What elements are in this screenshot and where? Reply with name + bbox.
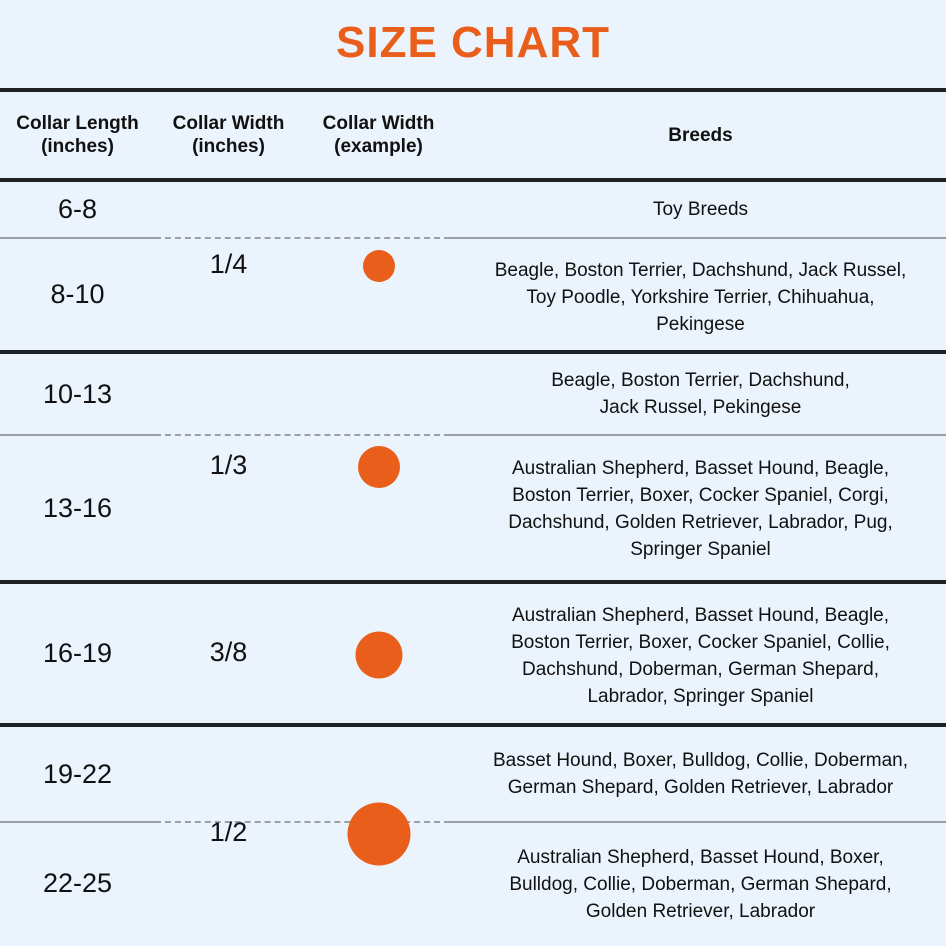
row-divider [155, 237, 450, 239]
divider [0, 723, 946, 727]
breeds-cell: Beagle, Boston Terrier, Dachshund, Jack … [551, 370, 850, 418]
header-collar-width: Collar Width (inches) [172, 113, 285, 157]
width-example-circle [355, 631, 403, 679]
divider [0, 88, 946, 92]
row-divider [0, 434, 155, 436]
breeds-cell: Australian Shepherd, Basset Hound, Beagl… [511, 604, 890, 707]
row-divider [450, 821, 946, 823]
row-divider [0, 821, 155, 823]
breeds-cell: Toy Breeds [652, 199, 749, 220]
breeds-cell: Beagle, Boston Terrier, Dachshund, Jack … [494, 259, 907, 335]
header-collar-width-example: Collar Width (example) [322, 113, 435, 157]
breeds-cell: Basset Hound, Boxer, Bulldog, Collie, Do… [492, 750, 909, 798]
width-cell: 1/4 [209, 248, 248, 279]
divider [0, 580, 946, 584]
length-cell: 19-22 [42, 758, 113, 789]
row-divider [155, 434, 450, 436]
header-collar-length: Collar Length (inches) [16, 113, 139, 157]
width-example-circle [347, 802, 411, 866]
page-title: SIZE CHART [336, 18, 610, 67]
row-divider [450, 434, 946, 436]
length-cell: 13-16 [42, 492, 113, 523]
row-divider [155, 821, 450, 823]
row-divider [450, 237, 946, 239]
width-example-circle [358, 446, 400, 488]
length-cell: 22-25 [42, 867, 113, 898]
length-cell: 6-8 [57, 194, 98, 224]
breeds-cell: Australian Shepherd, Basset Hound, Beagl… [508, 458, 893, 560]
divider [0, 178, 946, 182]
width-cell: 3/8 [209, 636, 248, 667]
length-cell: 10-13 [42, 378, 113, 409]
width-cell: 1/2 [209, 816, 248, 847]
width-cell: 1/3 [209, 449, 248, 480]
width-example-circle [363, 250, 395, 282]
breeds-cell: Australian Shepherd, Basset Hound, Boxer… [509, 846, 892, 922]
divider [0, 350, 946, 354]
length-cell: 16-19 [42, 638, 113, 668]
header-breeds: Breeds [668, 124, 733, 146]
row-divider [0, 237, 155, 239]
length-cell: 8-10 [50, 279, 105, 309]
